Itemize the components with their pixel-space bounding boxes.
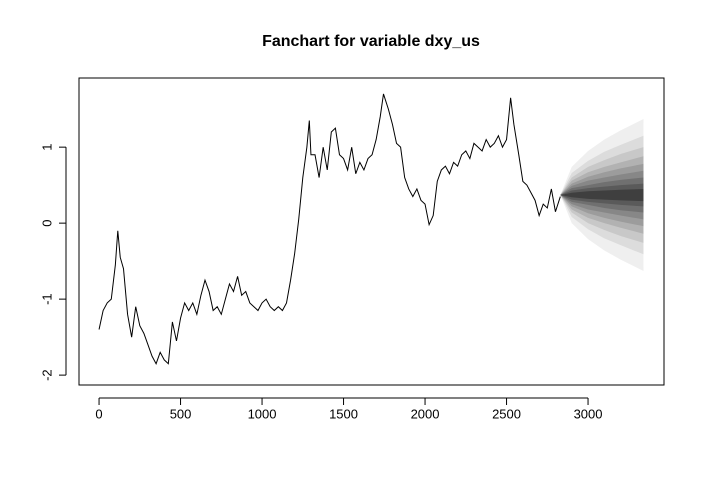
series-line bbox=[98, 93, 561, 365]
y-tick-label: 1 bbox=[39, 144, 54, 151]
x-tick-label: 1500 bbox=[329, 406, 358, 421]
y-tick-label: -2 bbox=[39, 369, 54, 381]
chart-title: Fanchart for variable dxy_us bbox=[262, 33, 480, 50]
plot-frame bbox=[78, 77, 665, 386]
fan-band bbox=[560, 188, 644, 202]
x-tick-label: 1000 bbox=[248, 406, 277, 421]
y-tick-label: -1 bbox=[39, 293, 54, 305]
x-tick-label: 0 bbox=[95, 406, 102, 421]
x-tick-label: 2000 bbox=[411, 406, 440, 421]
x-tick-label: 500 bbox=[170, 406, 192, 421]
x-tick-label: 3000 bbox=[574, 406, 603, 421]
x-tick-label: 2500 bbox=[492, 406, 521, 421]
y-tick-label: 0 bbox=[39, 220, 54, 227]
